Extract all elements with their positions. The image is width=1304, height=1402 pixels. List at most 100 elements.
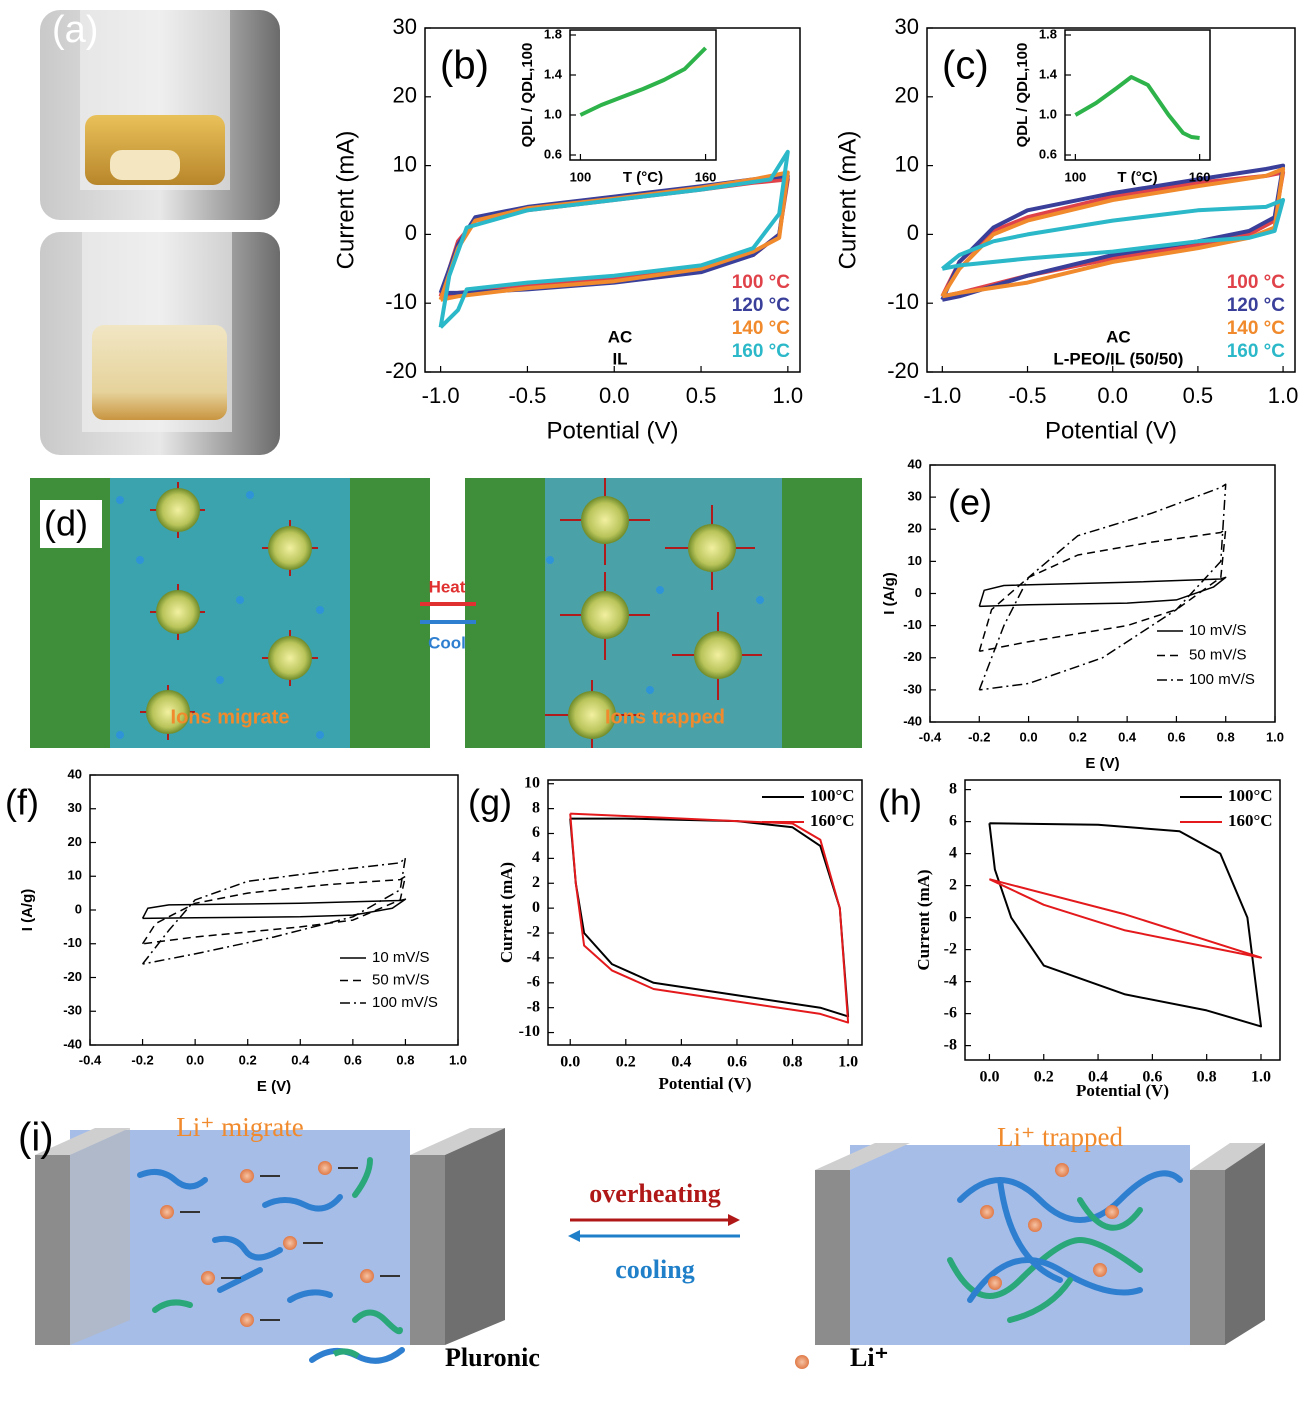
annotation: IL: [612, 349, 627, 368]
x-axis-label: T (°C): [623, 169, 663, 186]
diagram-d: Heat Cool Ions migrate Ions trapped (d): [30, 478, 862, 748]
y-axis-label: QDL / QDL,100: [1014, 43, 1031, 148]
legend-label: 120 °C: [732, 295, 791, 316]
legend-label: 10 mV/S: [372, 949, 430, 966]
legend-label: 100 mV/S: [1189, 671, 1255, 688]
x-axis-label: Potential (V): [1045, 417, 1177, 444]
panel-label: (b): [440, 44, 489, 88]
chart: 0.0 0.2 0.4 0.6 0.8 1.0 8 6 4 2 0 -2 -4 -6 -8 Potential…: [878, 779, 1281, 1100]
x-tick-label: -0.4: [919, 729, 942, 744]
y-tick-label: 30: [68, 800, 82, 815]
y-tick-label: -10: [63, 935, 82, 950]
caption: Ions trapped: [605, 706, 725, 728]
curve: [1074, 75, 1200, 140]
legend-label: 160 °C: [1227, 341, 1286, 362]
x-tick-label: -1.0: [422, 383, 460, 408]
legend-label: 100 mV/S: [372, 994, 438, 1011]
y-axis-label: QDL / QDL,100: [519, 43, 536, 148]
y-tick-label: 2: [949, 876, 957, 893]
y-tick-label: 10: [524, 774, 540, 791]
curve: [978, 528, 1227, 653]
x-tick-label: 0.0: [1020, 729, 1038, 744]
x-tick-label: -0.2: [968, 729, 990, 744]
curve: [569, 817, 850, 1018]
legend-label: 120 °C: [1227, 295, 1286, 316]
panel-label: (e): [948, 482, 992, 523]
y-tick-label: 10: [68, 868, 82, 883]
y-tick-label: -20: [903, 649, 922, 664]
y-tick-label: -10: [887, 289, 919, 314]
x-tick-label: -0.2: [131, 1052, 153, 1067]
y-tick-label: 30: [895, 14, 919, 39]
x-tick-label: -0.4: [79, 1052, 102, 1067]
curve: [141, 875, 407, 945]
y-tick-label: 40: [68, 766, 82, 781]
x-tick-label: 0.5: [1183, 383, 1214, 408]
y-tick-label: -40: [903, 713, 922, 728]
y-tick-label: -10: [519, 1023, 540, 1040]
x-tick-label: 0.6: [1167, 729, 1185, 744]
x-tick-label: 0.4: [671, 1054, 691, 1071]
inset-background: [570, 30, 716, 160]
x-tick-label: 0.4: [1118, 729, 1137, 744]
x-tick-label: 0.2: [239, 1052, 257, 1067]
curve: [940, 163, 1286, 302]
y-tick-label: 0: [75, 901, 82, 916]
y-tick-label: 8: [532, 799, 540, 816]
y-tick-label: 10: [908, 553, 922, 568]
legend-label: 10 mV/S: [1189, 622, 1247, 639]
x-tick-label: 0.5: [686, 383, 717, 408]
panel-label: (c): [942, 44, 989, 88]
arrow-label: Heat: [429, 577, 466, 596]
y-tick-label: 1.4: [1039, 66, 1058, 81]
curve: [569, 812, 850, 1024]
legend-label: 100 °C: [732, 272, 791, 293]
x-tick-label: 0.0: [599, 383, 630, 408]
y-tick-label: 6: [532, 824, 540, 841]
y-tick-label: 1.8: [1039, 26, 1057, 41]
panel-label: (f): [5, 782, 39, 823]
y-tick-label: 1.8: [544, 26, 562, 41]
y-tick-label: -8: [944, 1036, 957, 1053]
inset-background: [1065, 30, 1210, 160]
diagram-i: Li⁺ migrate Li⁺ trapped overheating cool…: [18, 1112, 1265, 1372]
y-tick-label: -4: [944, 972, 957, 989]
chart: 100 160 1.8 1.4 1.0 0.6 T (°C) QDL / QDL,100: [1014, 26, 1211, 186]
curve: [438, 149, 790, 329]
y-tick-label: 0: [949, 908, 957, 925]
y-tick-label: -20: [63, 969, 82, 984]
chart: -0.4 -0.2 0.0 0.2 0.4 0.6 0.8 1.0 40 30 20 10 0 -10 -2…: [5, 766, 467, 1095]
legend-label: 100°C: [1228, 786, 1273, 805]
y-tick-label: 10: [393, 151, 417, 176]
axes-frame: [547, 779, 863, 1046]
x-tick-label: 0.8: [783, 1054, 803, 1071]
x-axis-label: Potential (V): [658, 1074, 751, 1093]
chart: -1.0 -0.5 0.0 0.5 1.03020100-10-20Potential …: [332, 14, 803, 445]
y-axis-label: Current (mA): [497, 862, 516, 963]
chart: 0.0 0.2 0.4 0.6 0.8 1.0 10 8 6 4 2 0 -2 -4 -6 -8 -10 Pote…: [468, 774, 863, 1093]
y-tick-label: 4: [532, 849, 540, 866]
legend-label: 100°C: [810, 786, 855, 805]
x-tick-label: 1.0: [773, 383, 804, 408]
y-tick-label: -20: [385, 358, 417, 383]
y-tick-label: 1.4: [544, 66, 563, 81]
annotation: L-PEO/IL (50/50): [1053, 349, 1183, 368]
y-tick-label: -40: [63, 1036, 82, 1051]
panel-label: (g): [468, 782, 512, 823]
x-tick-label: 160: [1189, 169, 1211, 184]
curve: [142, 856, 407, 965]
y-tick-label: 2: [532, 874, 540, 891]
x-axis-label: T (°C): [1117, 169, 1157, 186]
y-tick-label: -8: [527, 998, 540, 1015]
x-tick-label: 1.0: [838, 1054, 858, 1071]
y-tick-label: -2: [944, 940, 957, 957]
arrow-label: overheating: [589, 1179, 720, 1208]
x-tick-label: 0.0: [186, 1052, 204, 1067]
curve: [978, 483, 1227, 691]
arrow-label: cooling: [615, 1255, 694, 1284]
x-tick-label: 100: [570, 169, 592, 184]
x-axis-label: E (V): [1085, 755, 1119, 772]
y-tick-label: -6: [944, 1004, 957, 1021]
x-tick-label: 100: [1065, 169, 1087, 184]
